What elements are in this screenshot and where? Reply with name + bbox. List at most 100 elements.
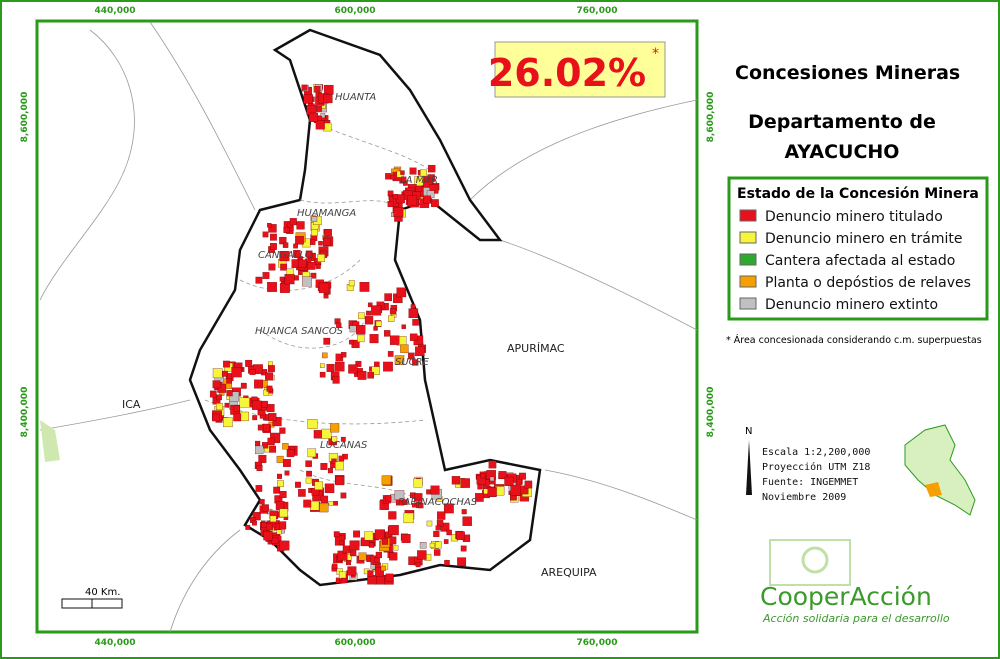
concession-parcel — [268, 263, 276, 271]
concession-parcel — [268, 224, 277, 233]
concession-parcel — [374, 529, 385, 540]
concession-parcel — [359, 282, 370, 292]
concession-parcel — [350, 550, 357, 557]
concession-parcel — [433, 530, 440, 538]
concession-parcel — [412, 359, 419, 366]
concession-parcel — [320, 113, 326, 119]
map-info: Proyección UTM Z18 — [762, 461, 870, 473]
concession-parcel — [275, 501, 285, 510]
legend-swatch — [739, 209, 757, 222]
concession-parcel — [224, 402, 230, 408]
concession-parcel — [266, 523, 274, 531]
concession-parcel — [357, 334, 365, 343]
concession-parcel — [480, 473, 486, 479]
concession-parcel — [315, 120, 325, 130]
concession-parcel — [272, 416, 282, 427]
concession-parcel — [269, 445, 277, 453]
concession-parcel — [316, 106, 322, 112]
concession-parcel — [298, 259, 307, 268]
logo-tagline: Acción solidaria para el desarrollo — [762, 612, 950, 625]
concession-parcel — [279, 427, 286, 434]
concession-parcel — [245, 359, 253, 367]
coordinates: 440,000 440,000 600,000 600,000 760,000 760,0… — [20, 6, 716, 648]
concession-parcel — [426, 489, 432, 495]
scale-bar: 40 Km. — [61, 587, 123, 609]
concession-parcel — [268, 365, 275, 373]
concession-parcel — [276, 529, 282, 535]
concession-parcel — [320, 495, 329, 504]
concession-parcel — [231, 366, 242, 378]
concession-parcel — [357, 370, 367, 380]
concession-parcel — [338, 455, 345, 462]
concession-parcel — [436, 520, 444, 527]
concession-parcel — [374, 361, 380, 368]
concession-parcel — [340, 577, 347, 584]
concession-parcel — [423, 176, 430, 182]
concession-parcel — [255, 440, 261, 447]
concession-parcel — [330, 423, 340, 433]
x-coordinate: 600,000 — [335, 638, 376, 648]
concession-parcel — [375, 575, 385, 585]
concession-parcel — [340, 436, 346, 442]
concession-parcel — [335, 461, 344, 471]
province-label: HUANTA — [335, 92, 376, 103]
concession-parcel — [324, 228, 332, 237]
concession-parcel — [387, 351, 394, 357]
concession-parcel — [415, 185, 422, 193]
concession-parcel — [403, 181, 408, 186]
concession-parcel — [266, 385, 273, 392]
concession-parcel — [301, 276, 312, 287]
concession-parcel — [328, 501, 334, 506]
legend-swatch — [739, 297, 757, 310]
concession-parcel — [488, 460, 497, 469]
concession-parcel — [282, 443, 289, 450]
concession-parcel — [375, 567, 384, 577]
concession-parcel — [252, 400, 262, 410]
concession-parcel — [381, 475, 392, 486]
concession-parcel — [293, 243, 298, 249]
y-coordinate: 8,400,000 — [20, 387, 30, 438]
concession-parcel — [390, 174, 396, 180]
coverage-box: 26.02% * — [488, 41, 666, 98]
province-label: LA MAR — [400, 175, 438, 186]
logo-sun — [801, 546, 829, 574]
legend-swatch — [739, 253, 757, 266]
legend-label: Denuncio minero extinto — [765, 297, 938, 313]
concession-parcel — [400, 344, 409, 353]
concession-parcel — [414, 176, 424, 186]
concession-parcel — [356, 325, 366, 335]
concession-parcel — [428, 164, 436, 173]
concession-parcel — [389, 335, 400, 345]
concession-parcel — [358, 552, 367, 561]
concession-parcel — [355, 360, 362, 367]
concession-parcel — [370, 564, 376, 570]
concession-parcel — [323, 94, 333, 104]
concession-parcel — [401, 324, 406, 329]
concession-parcel — [389, 552, 398, 561]
concession-parcel — [311, 228, 318, 236]
x-coordinate: 440,000 — [95, 638, 136, 648]
province-label: HUAMANGA — [297, 208, 356, 219]
concession-parcel — [515, 478, 522, 486]
concession-parcel — [284, 274, 295, 285]
concession-parcel — [307, 419, 318, 429]
concession-parcel — [333, 501, 339, 506]
concession-parcel — [389, 308, 397, 315]
coverage-mark: * — [652, 46, 659, 62]
concession-parcel — [375, 551, 382, 559]
concession-parcel — [259, 499, 265, 505]
ica-area — [40, 420, 60, 462]
concession-parcel — [401, 534, 411, 543]
y-coordinate: 8,400,000 — [706, 387, 716, 438]
concession-parcel — [340, 492, 347, 499]
concession-parcel — [374, 557, 380, 563]
concession-parcel — [367, 575, 377, 585]
concession-parcel — [256, 465, 263, 472]
concession-parcel — [209, 390, 217, 398]
concession-parcel — [418, 503, 424, 509]
concession-parcel — [240, 382, 247, 389]
concession-parcel — [371, 305, 382, 316]
concession-parcel — [420, 169, 427, 177]
concession-parcel — [249, 369, 256, 375]
